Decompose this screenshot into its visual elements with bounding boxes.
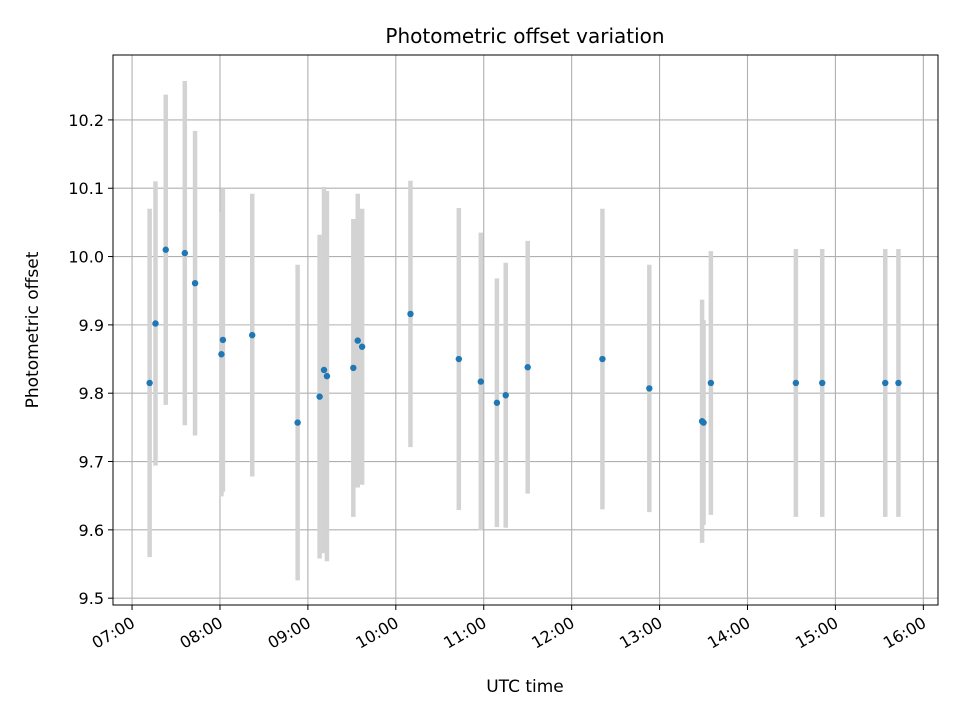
- data-point: [294, 419, 301, 426]
- y-tick-label: 9.7: [79, 453, 104, 472]
- y-tick-label: 9.5: [79, 589, 104, 608]
- chart-title: Photometric offset variation: [385, 24, 664, 48]
- data-point: [219, 336, 227, 344]
- data-point: [181, 249, 189, 257]
- data-point: [455, 355, 463, 363]
- data-point: [350, 364, 357, 372]
- data-point: [152, 320, 159, 327]
- data-point: [895, 379, 902, 387]
- plot-frame: [112, 54, 939, 606]
- data-points: [146, 246, 902, 426]
- y-tick-label: 10.2: [68, 111, 104, 130]
- data-point: [882, 379, 889, 387]
- y-tick-label: 9.8: [79, 384, 104, 403]
- data-point: [792, 379, 800, 387]
- data-point: [493, 399, 501, 406]
- y-tick-label: 9.6: [79, 521, 104, 540]
- data-point: [819, 379, 826, 387]
- data-point: [477, 378, 485, 385]
- data-point: [707, 379, 715, 387]
- x-axis-label: UTC time: [486, 677, 564, 697]
- data-point: [358, 343, 366, 350]
- data-point: [249, 331, 256, 339]
- data-point: [646, 385, 653, 392]
- data-point: [524, 364, 531, 371]
- data-point: [700, 419, 707, 426]
- data-point: [191, 279, 199, 287]
- y-tick-label: 9.9: [79, 316, 104, 335]
- data-point: [146, 379, 153, 387]
- data-point: [323, 372, 331, 380]
- data-point: [502, 392, 509, 399]
- data-point: [407, 310, 414, 318]
- y-tick-label: 10.1: [68, 179, 104, 198]
- data-point: [162, 246, 169, 253]
- data-point: [354, 337, 361, 344]
- y-axis-label: Photometric offset: [23, 251, 43, 408]
- data-point: [599, 355, 606, 363]
- data-point: [316, 393, 323, 400]
- data-point: [218, 351, 225, 358]
- y-tick-label: 10.0: [68, 248, 104, 267]
- data-point: [320, 366, 328, 374]
- y-axis: 9.5 9.6 9.7 9.8 9.9 10.0 10.1 10.2: [68, 111, 113, 608]
